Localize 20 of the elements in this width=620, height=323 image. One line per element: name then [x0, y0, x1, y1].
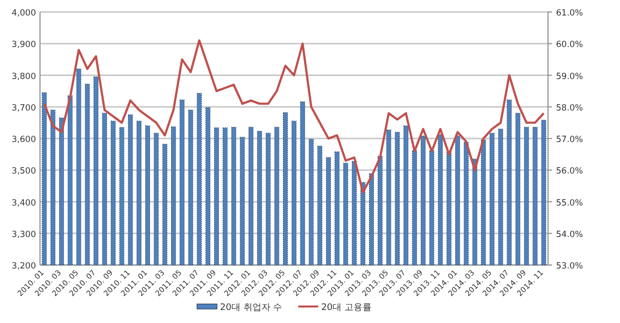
y-tick-label: 3,800 — [12, 72, 36, 82]
legend-label: 20대 고용률 — [321, 303, 372, 313]
y2-tick-label: 53.0% — [556, 262, 584, 272]
y-tick-label: 3,400 — [12, 198, 36, 208]
y2-tick-label: 60.0% — [556, 40, 584, 50]
y-tick-label: 3,600 — [12, 135, 36, 145]
y2-tick-label: 55.0% — [556, 198, 584, 208]
y2-tick-label: 58.0% — [556, 103, 584, 114]
y2-tick-label: 56.0% — [556, 166, 584, 177]
y-tick-label: 3,300 — [12, 230, 36, 240]
y-tick-label: 4,000 — [12, 8, 36, 18]
legend-label: 20대 취업자 수 — [220, 303, 282, 313]
y-tick-label: 3,500 — [12, 166, 36, 177]
y2-tick-label: 59.0% — [556, 72, 584, 82]
y2-tick-label: 57.0% — [556, 135, 584, 145]
y-tick-label: 3,900 — [12, 40, 36, 50]
y-tick-label: 3,700 — [12, 103, 36, 114]
y2-tick-label: 54.0% — [556, 230, 584, 240]
y-tick-label: 3,200 — [12, 262, 36, 272]
y2-tick-label: 61.0% — [556, 8, 584, 18]
